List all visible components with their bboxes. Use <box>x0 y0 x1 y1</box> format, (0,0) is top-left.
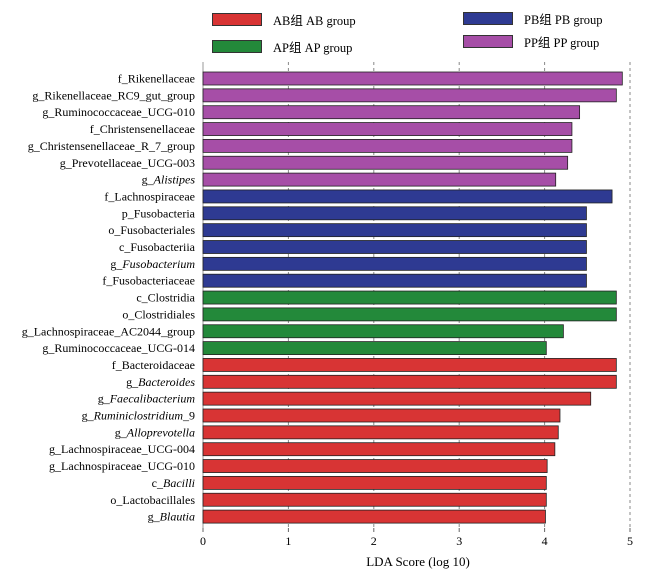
legend-swatch-pb <box>463 12 513 25</box>
x-tick-label: 0 <box>200 534 206 548</box>
bar <box>202 425 559 440</box>
bar <box>202 240 587 254</box>
bar <box>202 290 617 305</box>
y-tick-label: g_Alloprevotella <box>115 425 195 439</box>
legend-swatch-ab <box>212 13 262 26</box>
y-tick-label: g_Rikenellaceae_RC9_gut_group <box>32 88 195 102</box>
y-tick-label: g_Lachnospiraceae_UCG-010 <box>49 459 195 473</box>
legend-swatch-pp <box>463 35 513 48</box>
x-tick-label: 1 <box>285 534 291 548</box>
y-tick-label: g_Lachnospiraceae_AC2044_group <box>22 324 195 338</box>
y-tick-label: g_Christensenellaceae_R_7_group <box>28 139 195 153</box>
x-axis-title: LDA Score (log 10) <box>366 554 470 569</box>
y-tick-label: g_Faecalibacterium <box>98 392 196 406</box>
bar <box>202 189 613 204</box>
bar <box>202 374 617 389</box>
y-tick-label: f_Bacteroidaceae <box>112 358 195 372</box>
y-tick-label: o_Clostridiales <box>122 307 195 321</box>
bar <box>202 442 556 457</box>
y-tick-label: g_Fusobacterium <box>110 257 195 271</box>
y-tick-label: g_Alistipes <box>142 173 196 187</box>
y-tick-label: f_Lachnospiraceae <box>104 189 195 203</box>
y-tick-label: g_Prevotellaceae_UCG-003 <box>60 156 195 170</box>
y-tick-label: c_Fusobacteriia <box>119 240 196 254</box>
bar <box>202 223 587 238</box>
legend-label-ab: AB组 AB group <box>273 14 356 28</box>
x-tick-label: 3 <box>456 534 462 548</box>
y-tick-label: g_Ruminiclostridium_9 <box>82 409 195 423</box>
bar <box>202 71 623 86</box>
bar <box>202 358 617 372</box>
x-tick-label: 4 <box>542 534 548 548</box>
y-tick-label: f_Rikenellaceae <box>118 72 195 86</box>
legend-item-ab: AB组 AB group <box>212 10 356 29</box>
bar <box>202 273 587 288</box>
bar <box>202 509 546 524</box>
y-tick-label: f_Christensenellaceae <box>90 122 195 136</box>
x-tick-label: 5 <box>627 534 633 548</box>
bar <box>202 475 547 490</box>
bar <box>202 459 548 473</box>
bar <box>202 122 573 136</box>
bars-group <box>202 71 623 524</box>
y-tick-label: c_Bacilli <box>152 476 195 490</box>
bar <box>202 256 587 271</box>
bar <box>202 492 547 507</box>
y-tick-label: g_Lachnospiraceae_UCG-004 <box>49 442 195 456</box>
y-tick-label: c_Clostridia <box>136 291 195 305</box>
bar <box>202 155 569 170</box>
bar <box>202 391 592 406</box>
legend-item-pb: PB组 PB group <box>463 9 603 28</box>
bar <box>202 105 581 120</box>
y-tick-label: f_Fusobacteriaceae <box>102 274 195 288</box>
y-tick-label: g_Blautia <box>148 510 195 524</box>
y-tick-label: p_Fusobacteria <box>122 206 196 220</box>
x-axis: 0 1 2 3 4 5 <box>200 528 633 548</box>
bar <box>202 307 617 322</box>
y-tick-label: o_Fusobacteriales <box>108 223 195 237</box>
legend-label-pp: PP组 PP group <box>524 36 600 50</box>
bar <box>202 341 547 356</box>
y-axis-labels: f_Rikenellaceae g_Rikenellaceae_RC9_gut_g… <box>22 72 196 524</box>
y-tick-label: g_Ruminococcaceae_UCG-014 <box>42 341 195 355</box>
bar <box>202 408 561 423</box>
legend-item-pp: PP组 PP group <box>463 32 599 51</box>
bar <box>202 172 557 187</box>
legend-swatch-ap <box>212 40 262 53</box>
y-tick-label: g_Ruminococcaceae_UCG-010 <box>42 105 195 119</box>
bar <box>202 88 617 103</box>
y-tick-label: o_Lactobacillales <box>110 493 195 507</box>
legend-label-ap: AP组 AP group <box>273 41 353 55</box>
y-tick-label: g_Bacteroides <box>126 375 195 389</box>
bar <box>202 206 587 221</box>
legend-label-pb: PB组 PB group <box>524 13 603 27</box>
x-tick-label: 2 <box>371 534 377 548</box>
bar <box>202 138 573 153</box>
bar <box>202 324 564 339</box>
legend-item-ap: AP组 AP group <box>212 37 352 56</box>
